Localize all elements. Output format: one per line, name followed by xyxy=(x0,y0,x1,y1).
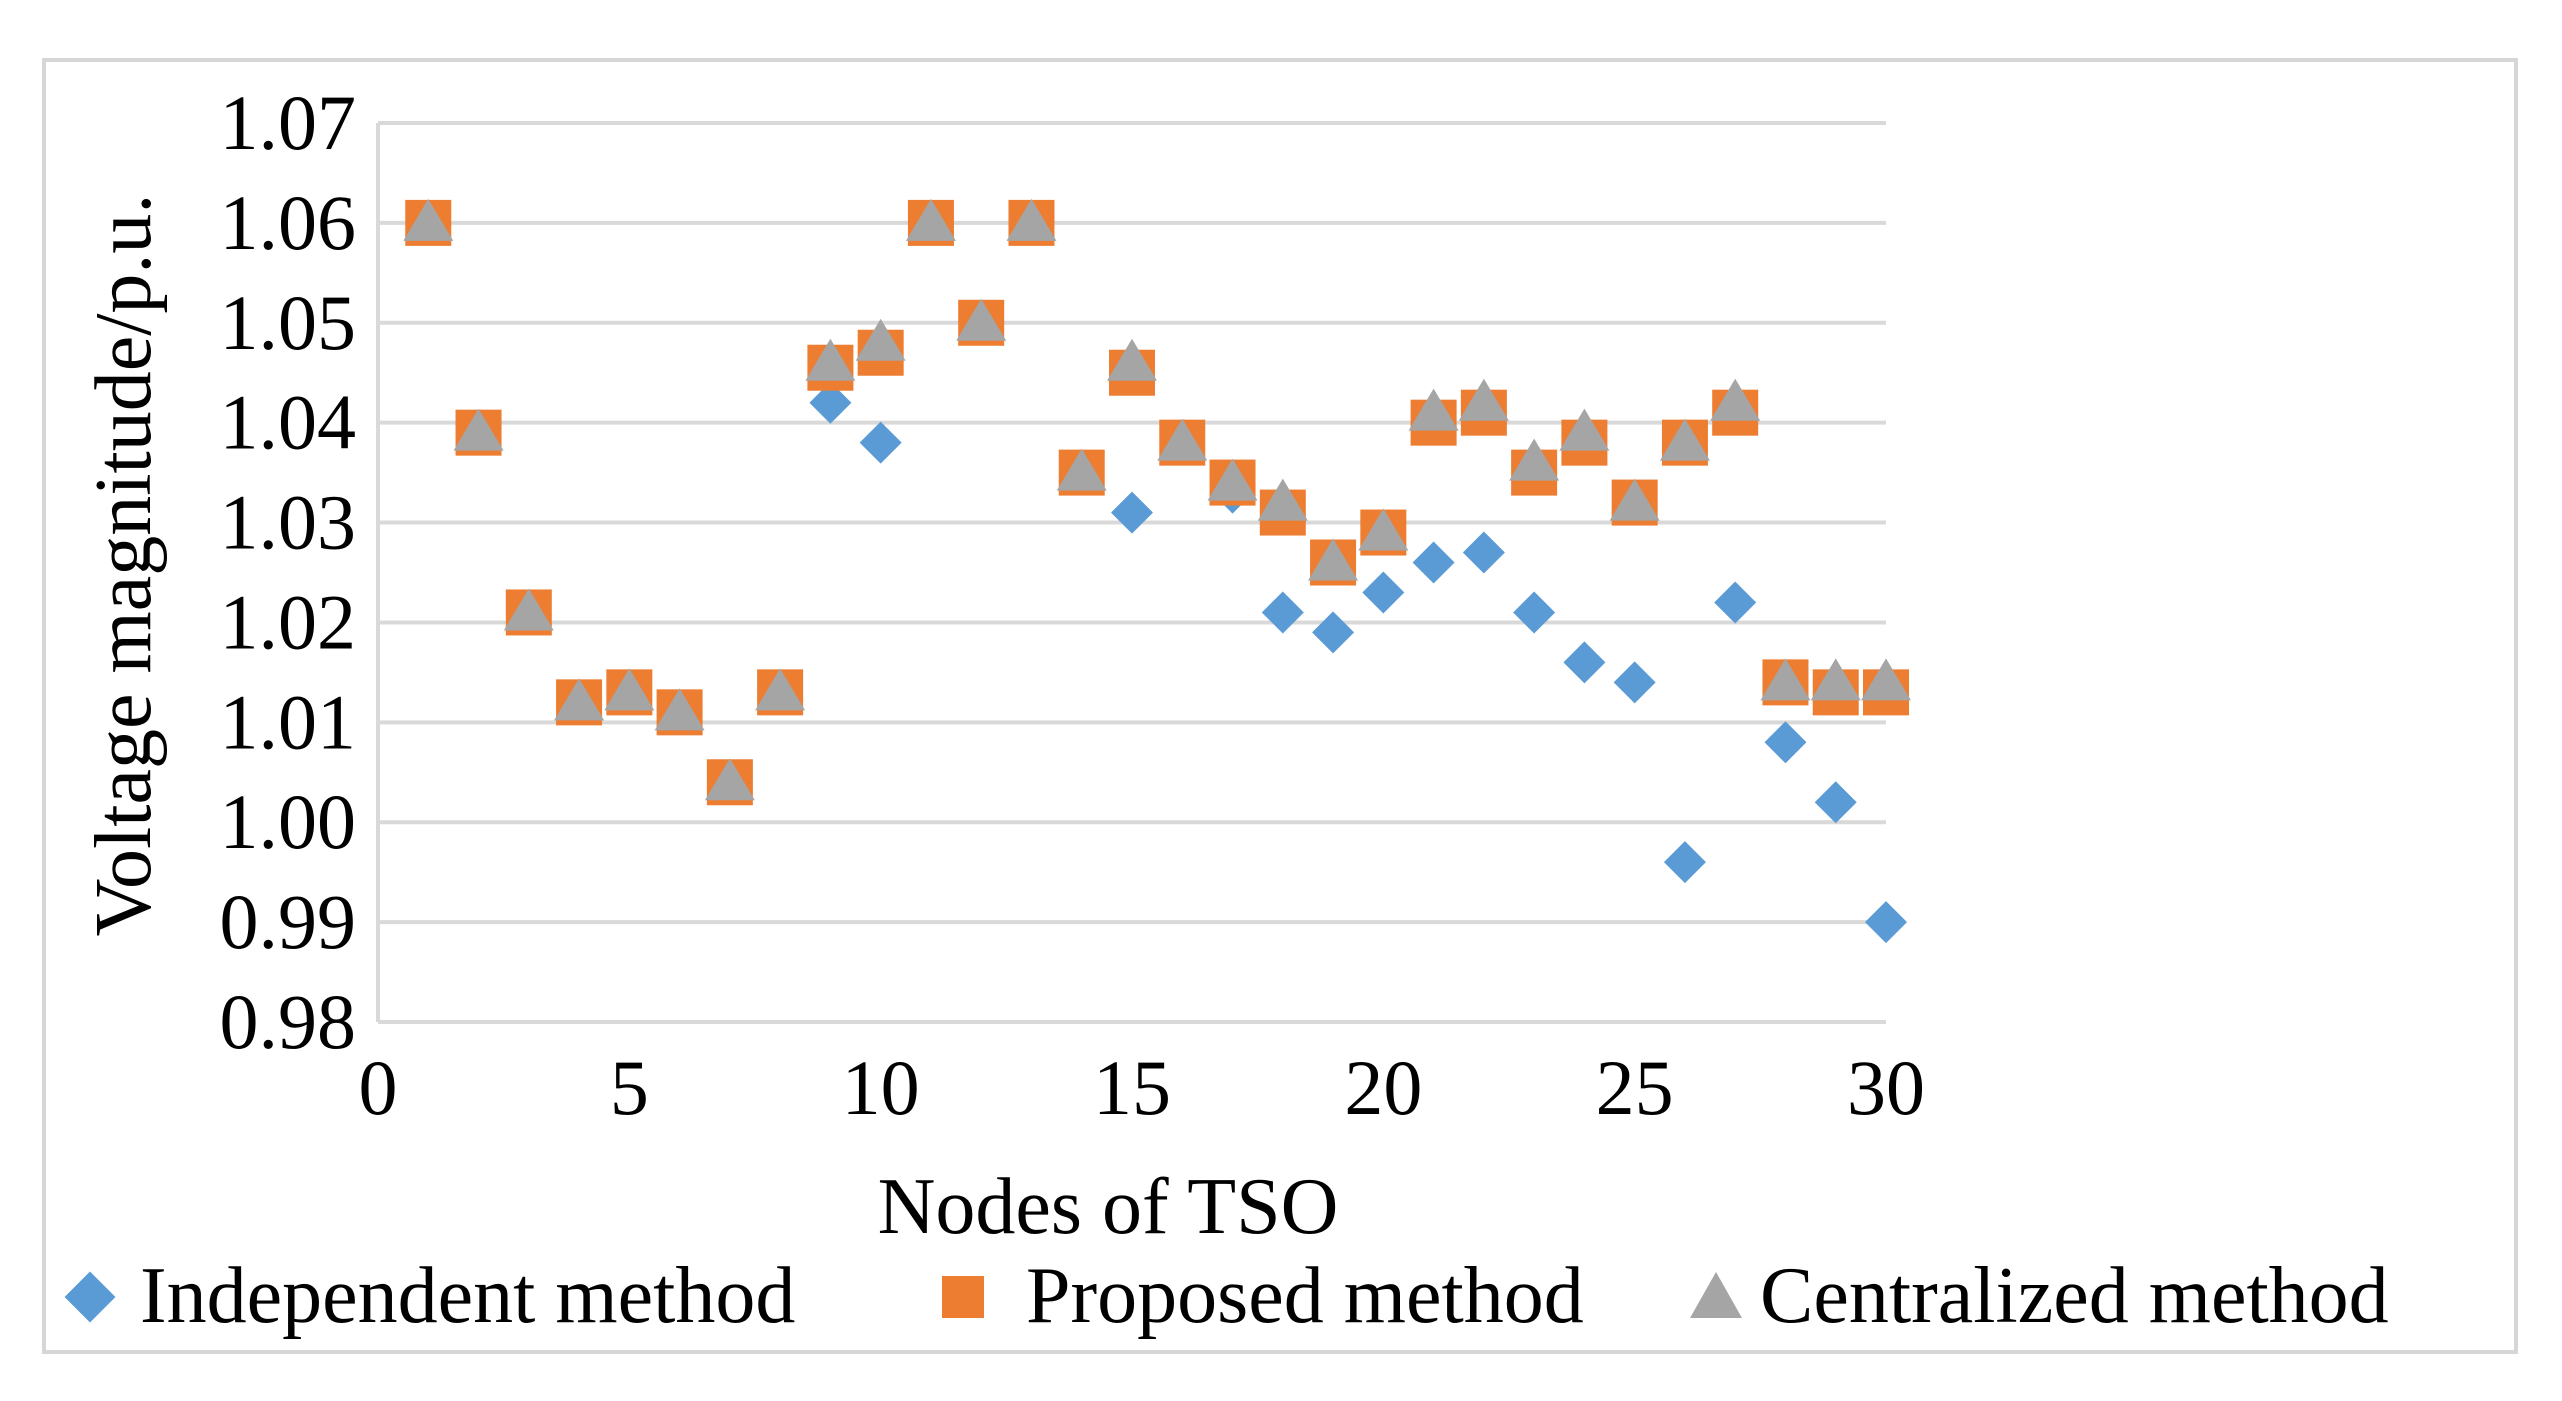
x-axis-title: Nodes of TSO xyxy=(878,1163,1339,1251)
y-tick-label: 1.06 xyxy=(220,179,357,266)
legend-label-proposed: Proposed method xyxy=(1026,1252,1584,1340)
y-tick-label: 1.00 xyxy=(220,778,357,865)
x-tick-label: 15 xyxy=(1093,1044,1171,1131)
y-tick-label: 0.99 xyxy=(220,878,357,965)
legend-item-independent[interactable]: Independent method xyxy=(64,1252,796,1340)
y-tick-label: 1.03 xyxy=(220,479,357,566)
point-centralized xyxy=(1056,448,1107,491)
point-centralized xyxy=(1107,338,1157,381)
y-axis-title: Voltage magnitude/p.u. xyxy=(80,194,168,937)
point-centralized xyxy=(1358,508,1409,551)
gridlines xyxy=(378,121,1886,1024)
x-tick-label: 25 xyxy=(1596,1044,1674,1131)
point-independent xyxy=(809,381,852,424)
point-independent xyxy=(1462,531,1505,574)
point-independent xyxy=(1563,641,1606,684)
chart-frame xyxy=(42,58,2518,1354)
point-centralized xyxy=(1308,538,1359,581)
point-independent xyxy=(1613,661,1656,704)
point-centralized xyxy=(1509,438,1560,481)
legend-label-independent: Independent method xyxy=(140,1252,795,1340)
y-tick-label: 0.98 xyxy=(220,978,357,1065)
series-square xyxy=(405,199,1909,806)
y-tick-label: 1.02 xyxy=(220,578,357,665)
point-independent xyxy=(1663,841,1706,884)
y-tick-label: 1.01 xyxy=(220,678,357,765)
point-centralized xyxy=(1006,198,1057,241)
legend-triangle-marker xyxy=(1690,1272,1742,1318)
point-centralized xyxy=(403,198,454,241)
point-centralized xyxy=(604,668,655,711)
point-centralized xyxy=(805,338,856,381)
point-centralized xyxy=(855,318,906,361)
point-centralized xyxy=(704,758,755,801)
axes xyxy=(376,123,1886,1024)
point-independent xyxy=(1814,781,1857,824)
point-centralized xyxy=(503,588,554,631)
data-series xyxy=(403,198,1911,944)
x-tick-labels: 0 5 10 15 20 25 30 xyxy=(359,1044,1926,1131)
legend: Independent method Proposed method Centr… xyxy=(64,1252,2389,1340)
series-triangle xyxy=(403,198,1911,801)
point-independent xyxy=(1312,611,1355,654)
x-tick-label: 30 xyxy=(1847,1044,1925,1131)
point-independent xyxy=(1513,591,1556,634)
legend-item-centralized[interactable]: Centralized method xyxy=(1690,1252,2389,1340)
point-centralized xyxy=(554,678,605,721)
point-centralized xyxy=(1810,658,1861,701)
point-centralized xyxy=(1157,418,1208,461)
point-independent xyxy=(859,421,902,464)
point-independent xyxy=(1412,541,1455,584)
point-centralized xyxy=(654,688,705,731)
x-tick-label: 0 xyxy=(359,1044,398,1131)
point-centralized xyxy=(1559,408,1610,451)
point-centralized xyxy=(755,668,806,711)
point-centralized xyxy=(1659,418,1710,461)
x-tick-label: 10 xyxy=(842,1044,920,1131)
point-centralized xyxy=(1609,478,1660,521)
legend-label-centralized: Centralized method xyxy=(1760,1252,2389,1340)
point-centralized xyxy=(1408,388,1459,431)
series-diamond xyxy=(407,201,1907,944)
point-independent xyxy=(1764,721,1807,764)
point-centralized xyxy=(1861,658,1911,701)
y-tick-label: 1.04 xyxy=(220,379,357,466)
point-centralized xyxy=(1207,458,1258,501)
legend-square-marker xyxy=(942,1276,984,1318)
point-independent xyxy=(1111,491,1153,534)
x-tick-label: 5 xyxy=(610,1044,649,1131)
y-tick-label: 1.07 xyxy=(220,79,357,166)
point-independent xyxy=(1714,581,1757,624)
point-centralized xyxy=(1710,378,1761,421)
point-centralized xyxy=(1257,478,1308,521)
point-centralized xyxy=(1760,658,1811,701)
y-tick-label: 1.05 xyxy=(220,279,357,366)
point-centralized xyxy=(1458,378,1509,421)
y-tick-labels: 0.98 0.99 1.00 1.01 1.02 1.03 1.04 1.05 1.06 1.07 xyxy=(220,79,357,1065)
point-independent xyxy=(1865,901,1907,944)
legend-diamond-marker xyxy=(64,1271,116,1323)
legend-item-proposed[interactable]: Proposed method xyxy=(942,1252,1584,1340)
x-tick-label: 20 xyxy=(1344,1044,1422,1131)
point-independent xyxy=(1362,571,1405,614)
point-centralized xyxy=(905,198,956,241)
point-centralized xyxy=(453,408,504,451)
point-independent xyxy=(1261,591,1304,634)
point-centralized xyxy=(956,298,1007,341)
